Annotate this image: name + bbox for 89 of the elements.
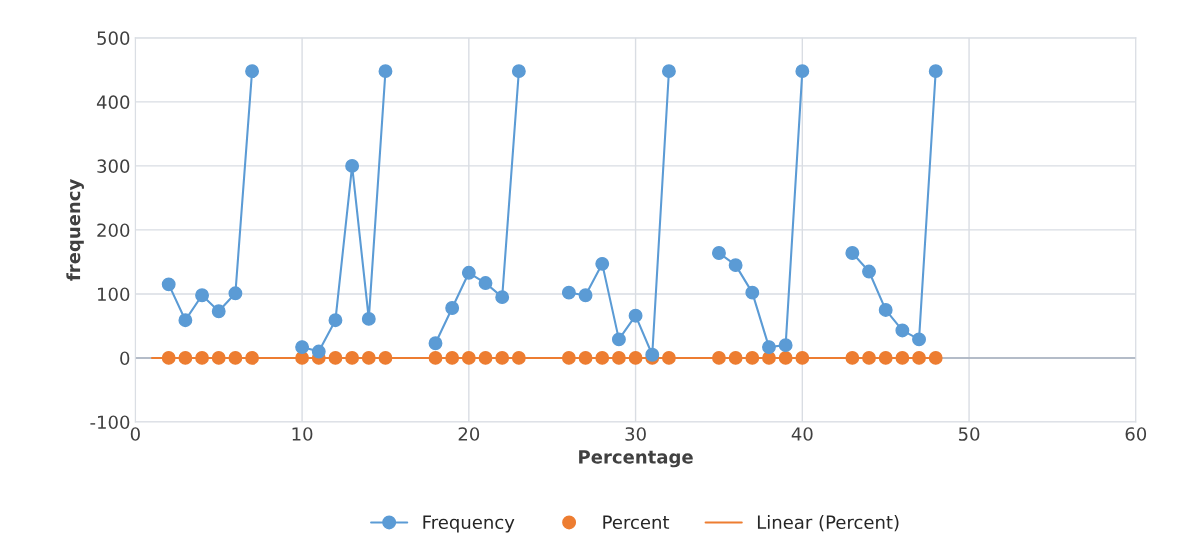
point xyxy=(878,303,893,317)
point xyxy=(628,308,643,323)
point xyxy=(712,351,726,365)
point xyxy=(228,286,243,301)
point xyxy=(178,351,193,365)
point xyxy=(845,246,860,260)
y-tick-label: 500 xyxy=(97,31,130,45)
point xyxy=(361,311,376,326)
point xyxy=(912,351,926,365)
point xyxy=(645,347,660,362)
point xyxy=(611,351,626,365)
point xyxy=(195,351,209,365)
point xyxy=(511,351,526,365)
point xyxy=(328,313,343,328)
point xyxy=(461,265,476,280)
x-tick-label: 50 xyxy=(958,427,980,441)
point xyxy=(295,340,310,355)
point xyxy=(778,351,793,365)
point xyxy=(428,351,443,365)
x-tick-label: 20 xyxy=(458,427,480,441)
y-tick-label: 200 xyxy=(97,223,130,238)
point xyxy=(345,158,360,173)
point xyxy=(245,64,260,79)
point xyxy=(745,285,760,300)
point xyxy=(161,351,176,365)
point xyxy=(161,277,176,292)
point xyxy=(661,64,676,79)
point xyxy=(495,351,510,365)
y-tick-label: 100 xyxy=(98,287,130,302)
legend-label: Linear (Percent) xyxy=(757,515,899,532)
point xyxy=(745,351,760,365)
point xyxy=(895,351,910,365)
x-tick-label: 40 xyxy=(791,427,813,441)
point xyxy=(595,256,610,271)
y-tick-label: 0 xyxy=(120,351,130,366)
y-tick-label: -100 xyxy=(90,415,130,430)
legend-label: Frequency xyxy=(423,515,515,533)
point xyxy=(795,64,810,79)
y-axis-title: frequency xyxy=(66,179,84,281)
point xyxy=(211,304,226,319)
point xyxy=(211,351,226,365)
x-tick-label: 0 xyxy=(130,427,140,441)
point xyxy=(478,351,493,365)
point xyxy=(428,336,443,351)
point xyxy=(245,351,259,365)
point xyxy=(445,351,460,365)
point xyxy=(561,285,576,300)
x-tick-label: 10 xyxy=(292,427,313,441)
point xyxy=(178,313,193,328)
point xyxy=(378,64,393,79)
point xyxy=(728,351,743,365)
point xyxy=(611,332,626,347)
point xyxy=(912,332,926,347)
point xyxy=(928,351,943,365)
point xyxy=(712,246,726,260)
point xyxy=(762,340,776,355)
point xyxy=(878,351,893,365)
x-tick-label: 30 xyxy=(625,427,646,441)
point xyxy=(845,351,860,365)
x-axis-title: Percentage xyxy=(579,450,693,468)
point xyxy=(478,276,493,291)
point xyxy=(778,338,793,353)
point xyxy=(361,351,376,365)
point xyxy=(561,351,576,365)
y-tick-label: 400 xyxy=(96,95,130,109)
point xyxy=(461,351,476,365)
point xyxy=(628,351,643,365)
point xyxy=(311,344,326,359)
point xyxy=(445,301,460,315)
point xyxy=(662,351,676,365)
point xyxy=(495,290,510,305)
point xyxy=(862,264,876,279)
point xyxy=(195,288,209,303)
point xyxy=(378,351,393,365)
point xyxy=(928,64,943,79)
point xyxy=(228,351,243,365)
legend-label: Percent xyxy=(603,515,670,530)
x-tick-label: 60 xyxy=(1125,427,1147,441)
point xyxy=(511,64,526,79)
y-tick-label: 300 xyxy=(97,159,130,174)
point xyxy=(895,323,910,338)
point xyxy=(578,351,593,365)
point xyxy=(795,351,810,365)
point xyxy=(345,351,360,365)
point xyxy=(578,288,593,303)
point xyxy=(595,351,610,365)
point xyxy=(728,258,743,273)
point xyxy=(328,351,343,365)
point xyxy=(862,351,876,365)
